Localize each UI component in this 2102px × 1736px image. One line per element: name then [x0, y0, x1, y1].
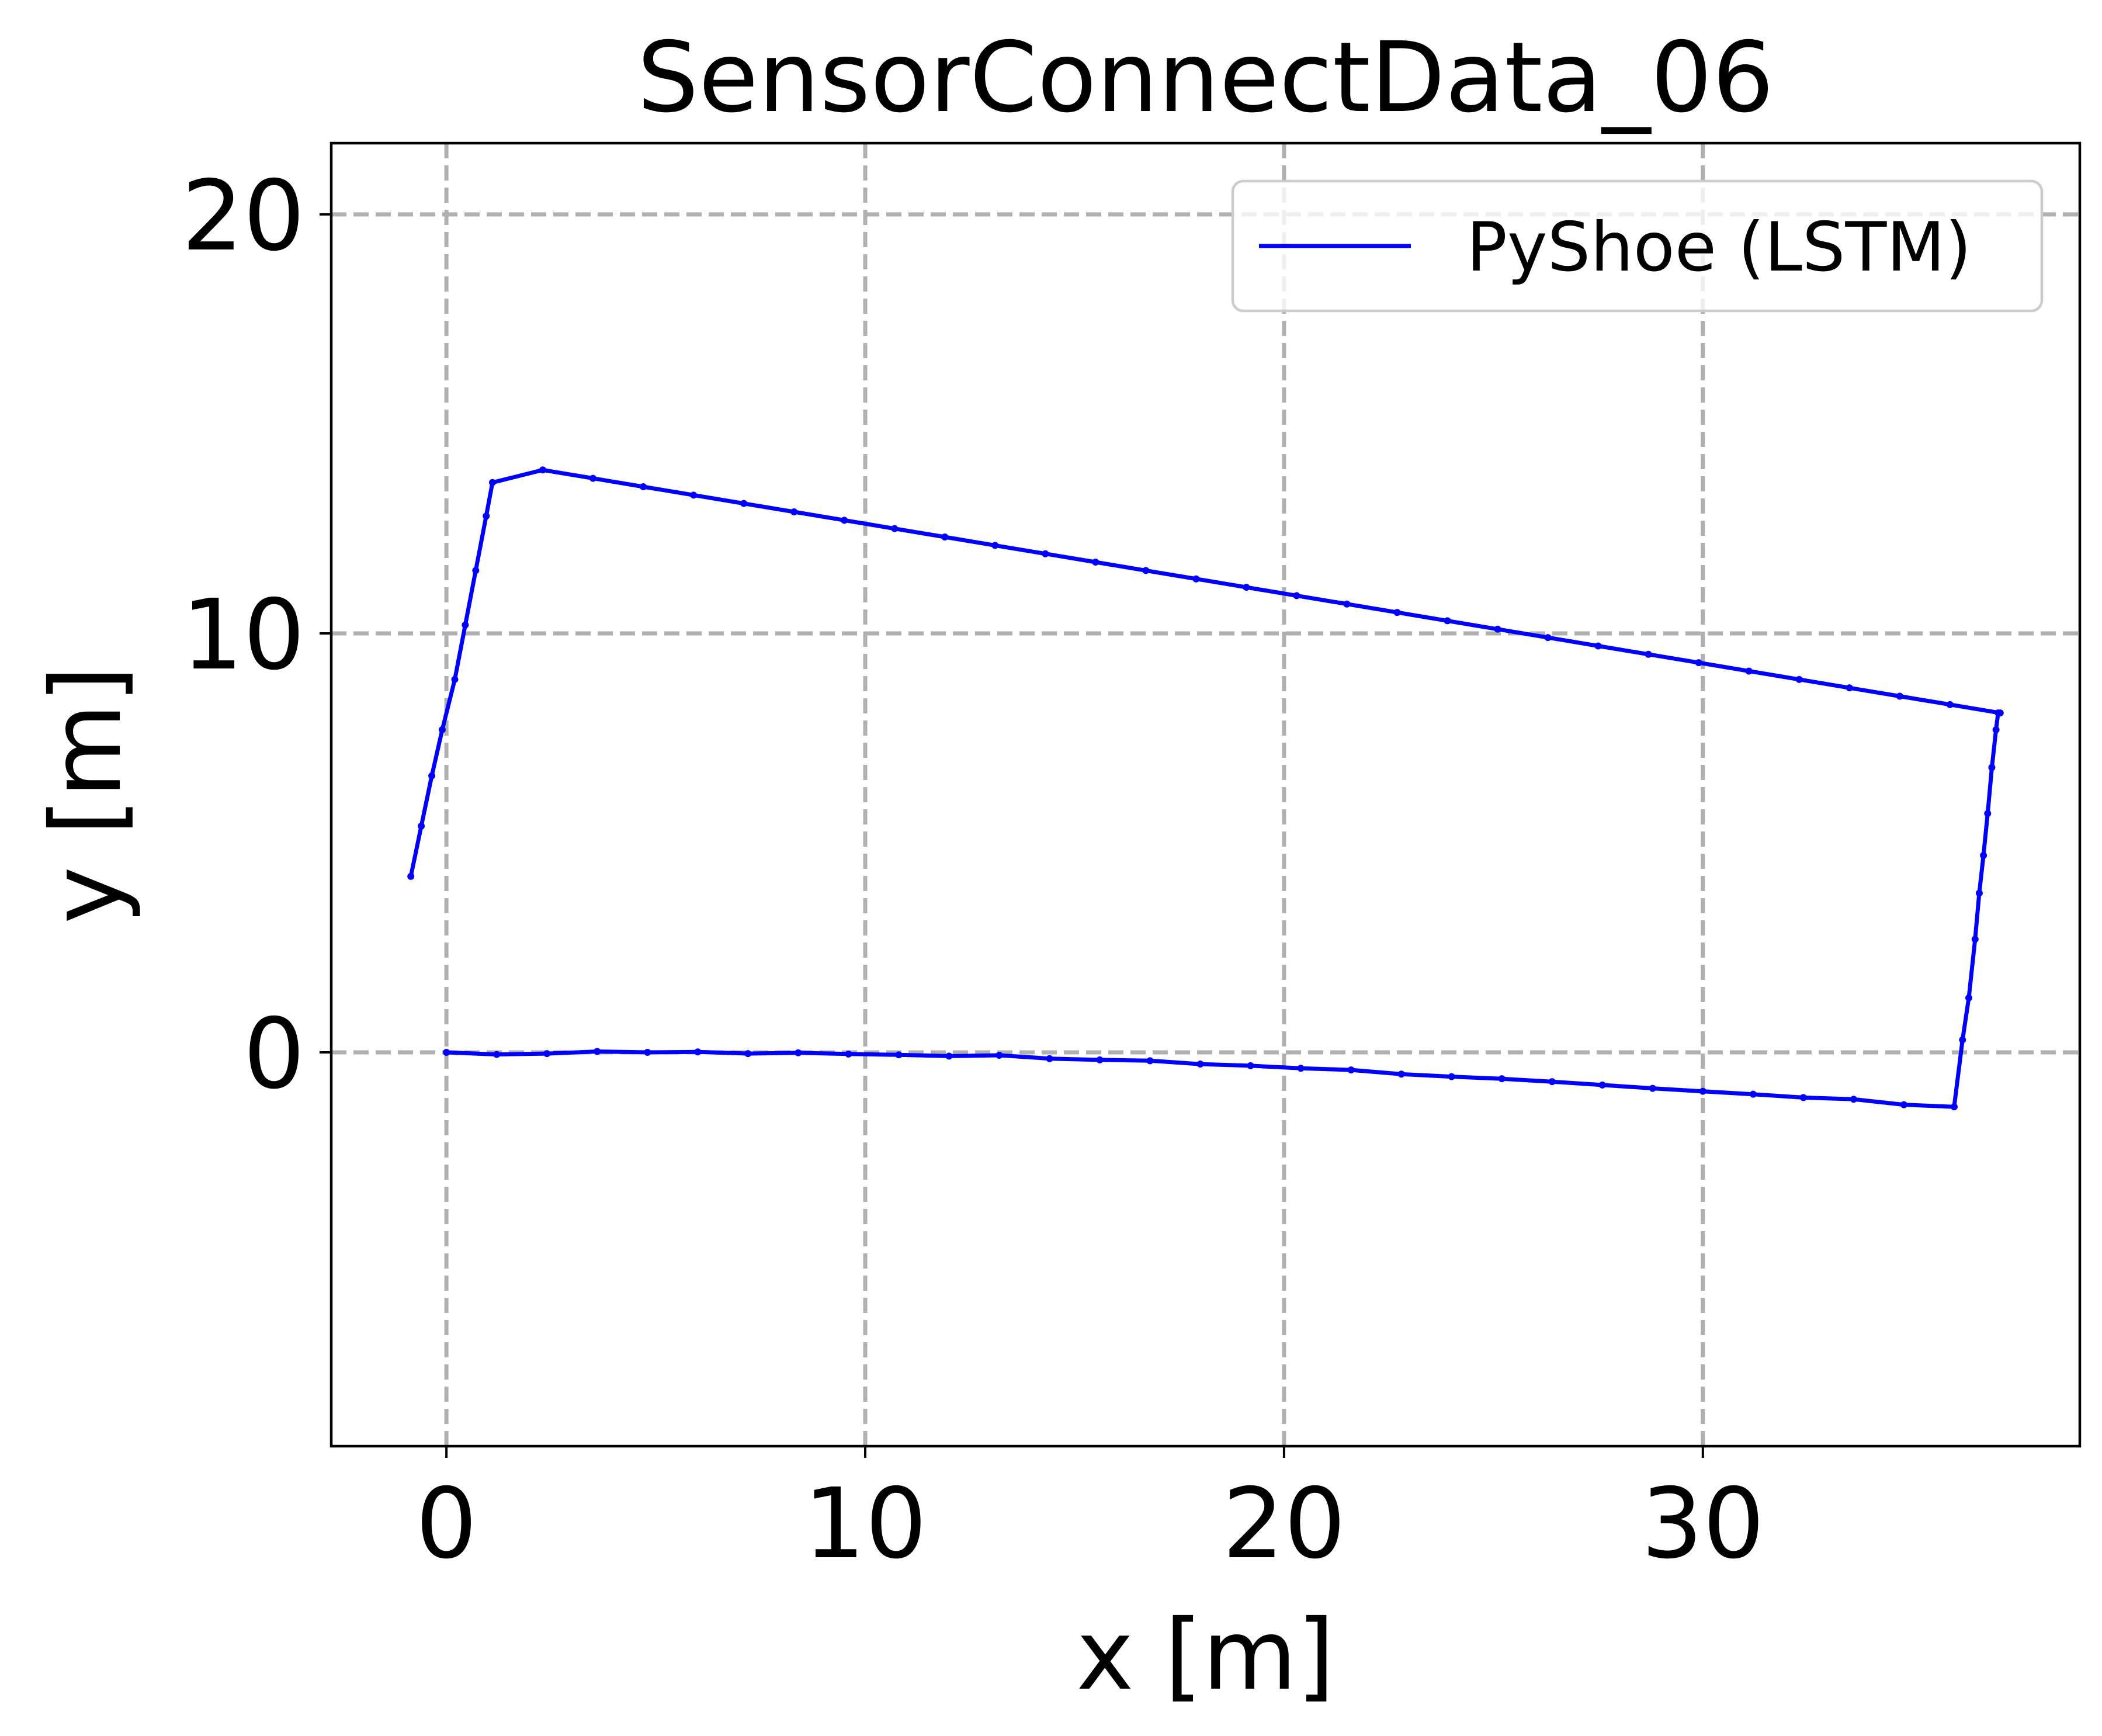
- data-point: [451, 675, 459, 683]
- data-point: [640, 483, 647, 490]
- data-point: [483, 512, 490, 520]
- data-point: [1196, 1061, 1204, 1068]
- data-point: [744, 1050, 752, 1058]
- legend-box: [1231, 179, 2044, 313]
- data-point: [895, 1051, 903, 1059]
- data-point: [1799, 1094, 1807, 1101]
- data-point: [1980, 851, 1987, 859]
- series-layer: [407, 466, 2004, 1111]
- data-point: [841, 517, 848, 524]
- data-point: [1598, 1081, 1606, 1089]
- data-point: [1544, 634, 1552, 642]
- data-point: [539, 466, 547, 474]
- data-point: [690, 491, 698, 499]
- data-point: [1494, 625, 1501, 633]
- data-point: [1846, 684, 1853, 692]
- data-point: [1042, 550, 1049, 557]
- data-point: [1046, 1055, 1053, 1062]
- data-point: [1645, 650, 1652, 658]
- data-point: [1594, 642, 1602, 650]
- data-point: [694, 1048, 702, 1056]
- y-tick-label: 20: [182, 160, 305, 273]
- data-point: [1988, 764, 1996, 771]
- data-point: [1745, 667, 1753, 675]
- data-point: [941, 533, 949, 541]
- data-point: [1397, 1070, 1405, 1078]
- data-point: [428, 772, 436, 779]
- data-point: [1448, 1073, 1455, 1080]
- y-tick-label: 10: [182, 579, 305, 692]
- data-point: [1293, 592, 1300, 600]
- axis-ticks: 0 10 20 30 0 10 20: [182, 160, 1765, 1581]
- data-point: [543, 1050, 551, 1058]
- data-point: [1850, 1096, 1857, 1103]
- data-point: [945, 1052, 953, 1060]
- x-axis-label: x [m]: [1076, 1599, 1334, 1712]
- data-point: [472, 567, 480, 574]
- data-point: [790, 508, 798, 515]
- data-point: [1695, 659, 1702, 667]
- data-point: [1946, 701, 1954, 708]
- data-point: [1996, 709, 2004, 717]
- data-point: [1971, 935, 1979, 943]
- data-point: [1548, 1078, 1556, 1086]
- data-point: [1092, 559, 1099, 566]
- data-point: [991, 542, 999, 549]
- data-point: [489, 479, 497, 486]
- data-point: [1347, 1066, 1355, 1074]
- data-point: [1498, 1075, 1506, 1083]
- data-point: [1247, 1062, 1254, 1069]
- data-point: [1297, 1065, 1305, 1072]
- data-point: [1965, 994, 1973, 1002]
- x-tick-label: 20: [1222, 1468, 1345, 1581]
- data-point: [1749, 1090, 1757, 1098]
- series-line-0: [408, 467, 2003, 1109]
- data-point: [644, 1048, 651, 1056]
- data-point: [1959, 1036, 1966, 1044]
- data-point: [418, 822, 425, 830]
- x-tick-label: 0: [415, 1468, 477, 1581]
- data-point: [462, 621, 469, 629]
- data-point: [1896, 692, 1903, 700]
- data-point: [443, 1048, 450, 1056]
- data-point: [740, 500, 748, 507]
- y-axis-label: y [m]: [30, 666, 143, 924]
- data-point: [407, 872, 415, 880]
- data-point: [1444, 617, 1451, 625]
- data-point: [1975, 889, 1983, 897]
- data-point: [1243, 584, 1250, 591]
- data-point: [845, 1050, 852, 1058]
- y-tick-label: 0: [243, 998, 305, 1111]
- data-point: [995, 1052, 1003, 1059]
- data-point: [1146, 1057, 1154, 1065]
- data-point: [1393, 609, 1401, 616]
- axes-frame: [329, 141, 2082, 1448]
- data-point: [1992, 726, 2000, 733]
- data-point: [589, 474, 597, 482]
- data-point: [795, 1049, 802, 1056]
- data-point: [1649, 1084, 1656, 1092]
- data-point: [1950, 1103, 1958, 1111]
- data-point: [438, 726, 446, 733]
- data-point: [1795, 675, 1803, 683]
- data-point: [1096, 1056, 1104, 1063]
- data-point: [1343, 600, 1351, 608]
- chart-title: SensorConnectData_06: [637, 22, 1774, 134]
- data-point: [493, 1051, 501, 1058]
- legend-label-pyshoe-lstm: PyShoe (LSTM): [1466, 208, 1972, 287]
- legend: PyShoe (LSTM): [1231, 179, 2044, 313]
- data-point: [1984, 810, 1992, 817]
- grid: [331, 143, 2080, 1446]
- data-point: [1192, 575, 1200, 583]
- data-point: [1699, 1087, 1706, 1095]
- x-tick-label: 30: [1641, 1468, 1764, 1581]
- data-point: [891, 525, 899, 532]
- data-point: [1900, 1101, 1907, 1108]
- x-tick-label: 10: [803, 1468, 927, 1581]
- data-point: [594, 1048, 601, 1055]
- data-point: [1142, 567, 1150, 574]
